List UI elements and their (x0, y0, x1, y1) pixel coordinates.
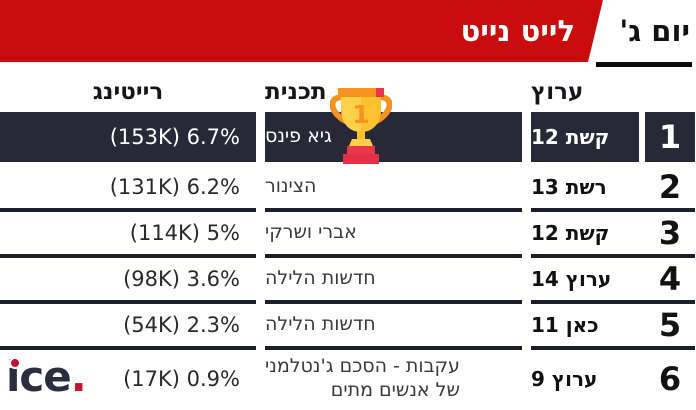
channel-label: קשת 12 (531, 221, 610, 245)
channel-cell: כאן 11 5 (531, 304, 695, 350)
program-title: גיא פינס (265, 125, 332, 148)
rank-number: 5 (658, 306, 682, 344)
ice-logo: ice. (6, 352, 87, 401)
channel-name: קשת 12 (531, 212, 639, 254)
table-row: (54K) 2.3% חדשות הלילה כאן 11 5 (0, 304, 696, 350)
trophy-number-1-icon: 1 (330, 88, 392, 164)
program-title: חדשות הלילה (265, 313, 376, 336)
table-row: (98K) 3.6% חדשות הלילה ערוץ 14 4 (0, 258, 696, 304)
channel-cell: קשת 12 3 (531, 212, 695, 258)
channel-name: כאן 11 (531, 304, 639, 346)
program-title: הצינור (265, 175, 317, 198)
channel-label: ערוץ 14 (531, 267, 612, 291)
page-title: לייט נייט (460, 14, 575, 48)
channel-cell: רשת 13 2 (531, 166, 695, 212)
program-title: אברי ושרקי (265, 221, 357, 244)
rank-number: 2 (658, 168, 682, 206)
program-cell: גיא פינס (265, 112, 522, 162)
table-row: (131K) 6.2% הצינור רשת 13 2 (0, 166, 696, 212)
channel-label: קשת 12 (531, 125, 610, 149)
rank-number: 4 (658, 260, 682, 298)
ratings-table: רייטינג תכנית ערוץ (153K) 6.7% גיא פינס … (0, 72, 696, 408)
rating-value: (54K) 2.3% (123, 313, 240, 337)
channel-label: ערוץ 9 (531, 367, 598, 391)
rank-number: 6 (658, 360, 682, 398)
rating-value: (153K) 6.7% (109, 125, 240, 149)
rating-value: (131K) 6.2% (109, 175, 240, 199)
channel-label: כאן 11 (531, 313, 599, 337)
table-row: (153K) 6.7% גיא פינס קשת 12 1 (0, 112, 696, 162)
program-cell: חדשות הלילה (265, 258, 522, 304)
table-header-row: רייטינג תכנית ערוץ (0, 72, 696, 112)
program-cell: אברי ושרקי (265, 212, 522, 258)
channel-name: ערוץ 14 (531, 258, 639, 300)
program-cell: הצינור (265, 166, 522, 212)
rank-number: 1 (645, 112, 695, 162)
channel-cell: קשת 12 1 (531, 112, 695, 162)
channel-cell: ערוץ 14 4 (531, 258, 695, 304)
rating-value: (17K) 0.9% (123, 367, 240, 391)
program-cell: עקבות - הסכם ג'נטלמני של אנשים מתים (265, 350, 522, 408)
rating-cell: (54K) 2.3% (0, 304, 256, 350)
rating-cell: (153K) 6.7% (0, 112, 256, 162)
rating-cell: (98K) 3.6% (0, 258, 256, 304)
program-title: חדשות הלילה (265, 267, 376, 290)
day-label: יום ג' (619, 14, 690, 48)
program-cell: חדשות הלילה (265, 304, 522, 350)
table-row: (114K) 5% אברי ושרקי קשת 12 3 (0, 212, 696, 258)
program-title: עקבות - הסכם ג'נטלמני של אנשים מתים (265, 355, 460, 401)
table-row: (17K) 0.9% עקבות - הסכם ג'נטלמני של אנשי… (0, 350, 696, 408)
trophy-number: 1 (352, 100, 369, 129)
rank-number: 3 (658, 214, 682, 252)
channel-name: ערוץ 9 (531, 350, 639, 408)
rating-value: (98K) 3.6% (123, 267, 240, 291)
channel-name: קשת 12 (531, 112, 639, 162)
rating-cell: (131K) 6.2% (0, 166, 256, 212)
column-header-rating: רייטינג (92, 79, 164, 105)
channel-name: רשת 13 (531, 166, 639, 208)
ice-logo-dot (9, 357, 21, 369)
rating-cell: (114K) 5% (0, 212, 256, 258)
day-underline (596, 62, 692, 67)
rating-value: (114K) 5% (129, 221, 240, 245)
rating-cell: (17K) 0.9% (0, 350, 256, 408)
ice-logo-period: . (70, 352, 87, 401)
column-header-program: תכנית (265, 79, 327, 105)
channel-label: רשת 13 (531, 175, 607, 199)
column-header-channel: ערוץ (531, 79, 584, 105)
channel-cell: ערוץ 9 6 (531, 350, 695, 408)
ratings-table-body: (153K) 6.7% גיא פינס קשת 12 1 (131K) 6.2… (0, 112, 696, 408)
header-banner: לייט נייט (0, 0, 603, 62)
